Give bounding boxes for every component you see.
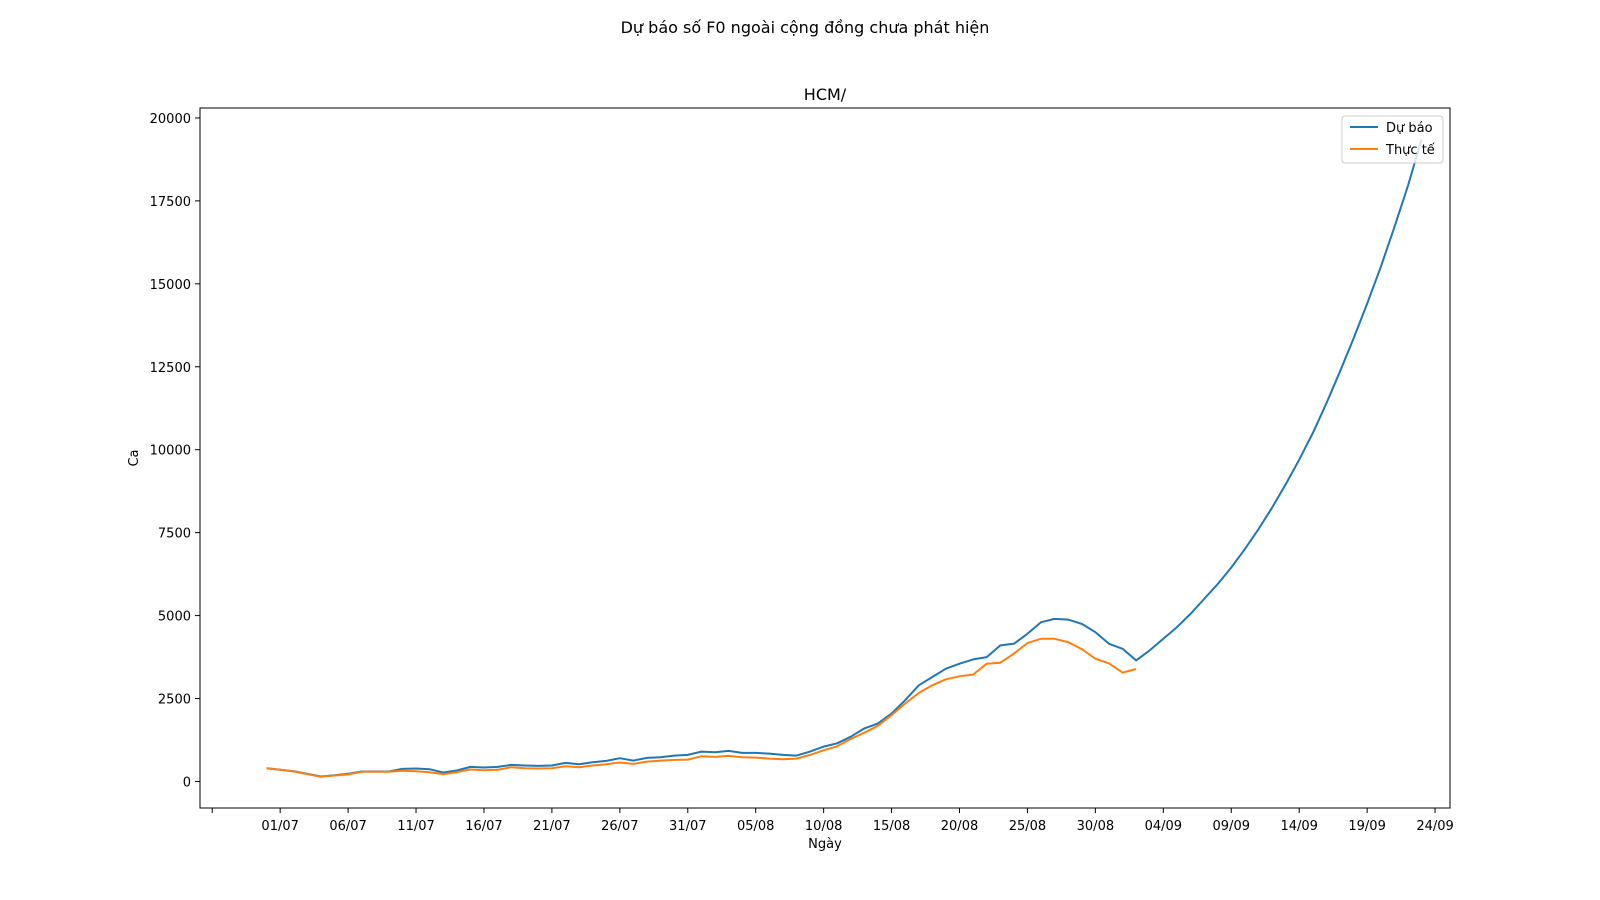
y-tick-label: 12500: [150, 361, 191, 376]
x-tick-label: 24/09: [1416, 819, 1453, 834]
x-tick-label: 19/09: [1348, 819, 1385, 834]
x-tick-label: 14/09: [1280, 819, 1317, 834]
x-tick-label: 05/08: [737, 819, 774, 834]
y-tick-label: 5000: [158, 610, 191, 625]
x-tick-label: 25/08: [1009, 819, 1046, 834]
x-tick-label: 21/07: [533, 819, 570, 834]
x-tick-label: 01/07: [261, 819, 298, 834]
y-tick-label: 17500: [150, 195, 191, 210]
x-axis-label: Ngày: [808, 837, 842, 852]
legend-label-thuc-te: Thực tế: [1385, 143, 1435, 158]
y-tick-label: 0: [183, 775, 191, 790]
series-layer: [266, 139, 1423, 778]
series-line-du-bao: [266, 139, 1423, 778]
chart-title: HCM/: [804, 85, 847, 104]
x-tick-label: 06/07: [329, 819, 366, 834]
x-tick-label: 31/07: [669, 819, 706, 834]
y-tick-label: 10000: [150, 444, 191, 459]
y-tick-label: 7500: [158, 527, 191, 542]
x-axis: 01/07 06/07 11/07 16/07 21/07 26/07 31/07 05/08…: [211, 808, 1454, 834]
legend: Dự báo Thực tế: [1341, 115, 1444, 164]
x-tick-label: 15/08: [873, 819, 910, 834]
x-tick-label: 10/08: [805, 819, 842, 834]
x-tick-label: 11/07: [397, 819, 434, 834]
y-tick-label: 2500: [158, 693, 191, 708]
y-tick-label: 15000: [150, 278, 191, 293]
x-tick-label: 09/09: [1213, 819, 1250, 834]
y-axis: 0 2500 5000 7500 10000 12500 15000 17500 20000: [150, 112, 200, 790]
x-tick-label: 16/07: [465, 819, 502, 834]
x-tick-label: 30/08: [1077, 819, 1114, 834]
x-tick-label: 26/07: [601, 819, 638, 834]
y-tick-label: 20000: [150, 112, 191, 127]
legend-label-du-bao: Dự báo: [1386, 121, 1433, 136]
series-line-thuc-te: [266, 637, 1137, 778]
figure-suptitle: Dự báo số F0 ngoài cộng đồng chưa phát h…: [621, 18, 990, 37]
plot-area: [199, 107, 1451, 809]
x-tick-label: 04/09: [1145, 819, 1182, 834]
x-tick-label: 20/08: [941, 819, 978, 834]
y-axis-label: Ca: [127, 449, 142, 466]
